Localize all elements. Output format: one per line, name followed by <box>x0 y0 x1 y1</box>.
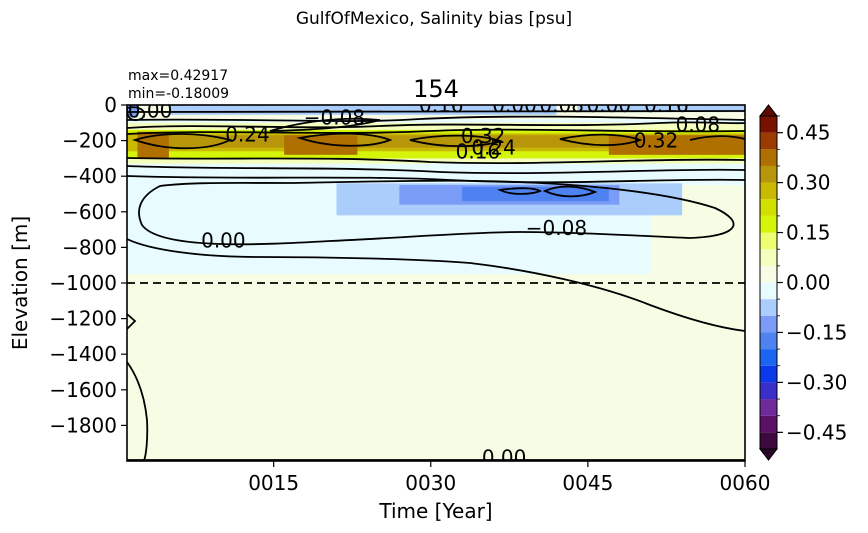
contour-line <box>296 132 393 147</box>
contour-line <box>127 165 745 175</box>
y-tick-label: −1000 <box>49 271 117 295</box>
colorbar-tick-label: 0.45 <box>786 121 831 145</box>
colorbar-swatch <box>760 282 777 300</box>
contour-label: 0.00 <box>482 445 527 469</box>
y-tick-label: −1600 <box>49 378 117 402</box>
heatmap-cell <box>168 105 557 115</box>
y-axis-label: Elevation [m] <box>8 216 32 350</box>
colorbar-swatch <box>760 232 777 250</box>
colorbar-swatch <box>760 249 777 266</box>
x-axis-label: Time [Year] <box>378 499 492 523</box>
contour-line <box>127 238 745 332</box>
colorbar-swatch <box>760 265 777 283</box>
plot-area: 0.000.24−0.080.160.320.160.240.00 0.08 0.0… <box>126 93 746 469</box>
colorbar-swatch <box>760 415 777 433</box>
y-tick-label: −1200 <box>49 307 117 331</box>
contour-line <box>497 187 543 195</box>
contour-label: 0.32 <box>634 129 679 153</box>
y-tick-label: −600 <box>62 200 117 224</box>
x-axis: 0015 0030 0045 0060 <box>248 461 770 495</box>
colorbar-extend-max <box>758 104 779 117</box>
contour-line <box>542 185 598 198</box>
y-tick-label: −1800 <box>49 413 117 437</box>
contour-label: 0.16 <box>419 93 464 117</box>
heatmap-cell <box>284 135 358 155</box>
colorbar-swatch <box>760 116 777 133</box>
contour-label: 0.32 <box>461 124 506 148</box>
colorbar-swatch <box>760 215 777 233</box>
contour-line <box>127 157 745 165</box>
x-tick-label: 0015 <box>248 471 299 495</box>
stats-max: max=0.42917 <box>128 68 228 84</box>
x-tick-label: 0030 <box>405 471 456 495</box>
contour-label: 0.00 <box>587 93 632 117</box>
contour-line <box>559 133 643 147</box>
x-tick-label: 0060 <box>720 471 771 495</box>
contour-label: 0.00 <box>128 98 173 122</box>
colorbar-swatch <box>760 399 777 416</box>
colorbar-tick-label: 0.15 <box>786 221 831 245</box>
colorbar-swatch <box>760 349 777 366</box>
contour-line <box>127 115 745 122</box>
y-tick-label: −1400 <box>49 342 117 366</box>
y-tick-label: 0 <box>104 93 117 117</box>
y-axis: 0 −200 −400 −600 −800 −1000 −1200 −1400 −1600 −18… <box>49 93 127 437</box>
colorbar-swatch <box>760 132 777 150</box>
y-tick-label: −200 <box>62 129 117 153</box>
colorbar-swatch <box>760 382 777 400</box>
contour-label: 0.08 <box>539 93 584 117</box>
figure-suptitle: GulfOfMexico, Salinity bias [psu] <box>296 9 572 29</box>
contour-label: 0.16 <box>456 139 501 163</box>
contour-label: 0.00 <box>492 93 537 117</box>
colorbar-tick-label: 0.30 <box>786 171 831 195</box>
contour-label: 0.00 <box>201 228 246 252</box>
colorbar-tick-label: 0.00 <box>786 271 831 295</box>
contour-line <box>132 133 233 150</box>
colorbar: 0.45 0.30 0.15 0.00 −0.15 −0.30 −0.45 <box>758 104 847 461</box>
contour-line <box>127 128 745 135</box>
contour-label: −0.08 <box>526 216 587 240</box>
contour-line <box>138 179 735 246</box>
stats-min: min=-0.18009 <box>128 86 229 102</box>
y-tick-label: −800 <box>62 235 117 259</box>
colorbar-extend-min <box>758 448 779 461</box>
colorbar-swatch <box>760 332 777 350</box>
contour-line <box>127 361 149 461</box>
colorbar-swatch <box>760 432 777 449</box>
contour-label: 0.08 <box>676 113 721 137</box>
contour-line <box>269 117 381 132</box>
heatmap-cell <box>462 186 609 202</box>
y-tick-label: −400 <box>62 164 117 188</box>
colorbar-tick-label: −0.45 <box>786 420 847 444</box>
colorbar-swatch <box>760 165 777 183</box>
contour-label: −0.08 <box>304 105 365 129</box>
colorbar-swatch <box>760 182 777 200</box>
contour-label: 0.24 <box>225 122 270 146</box>
colorbar-swatch <box>760 149 777 166</box>
heatmap-cell <box>577 105 745 113</box>
contour-label: 0.24 <box>471 136 516 160</box>
contour-line <box>127 313 137 330</box>
colorbar-swatch <box>760 365 777 383</box>
contour-line <box>689 135 745 141</box>
contour-line <box>409 134 503 148</box>
x-tick-label: 0045 <box>562 471 613 495</box>
colorbar-swatch <box>760 299 777 316</box>
heatmap-cell <box>608 135 745 155</box>
contour-labels: 0.000.24−0.080.160.320.160.240.00 0.08 0.0… <box>128 93 721 469</box>
colorbar-swatch <box>760 315 777 333</box>
contour-label: 0.16 <box>644 93 689 117</box>
colorbar-tick-label: −0.30 <box>786 370 847 394</box>
colorbar-tick-label: −0.15 <box>786 320 847 344</box>
contour-line <box>127 121 745 129</box>
chart-title: 154 <box>413 75 459 103</box>
colorbar-swatch <box>760 199 777 216</box>
